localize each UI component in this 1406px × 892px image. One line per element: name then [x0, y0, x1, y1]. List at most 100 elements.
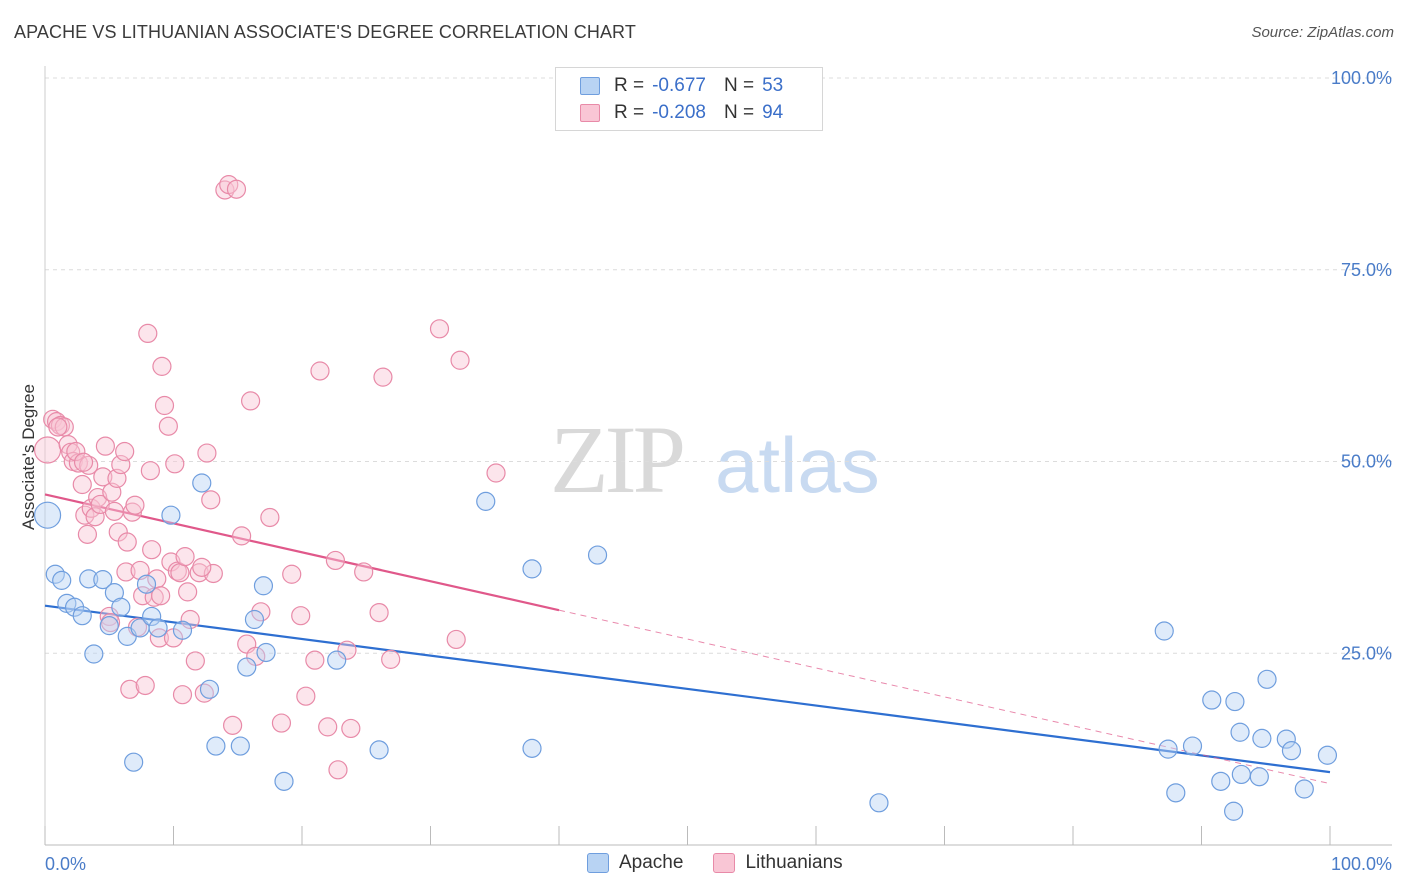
lithuanians-point [154, 395, 175, 416]
apache-point [111, 597, 131, 617]
legend-n-label: N = [723, 75, 755, 96]
lithuanians-point [165, 454, 185, 474]
apache-point [327, 650, 347, 670]
apache-point [52, 570, 72, 590]
lithuanians-point [66, 441, 86, 462]
apache-point [161, 505, 181, 525]
lithuanians-point [189, 563, 209, 583]
apache-point [99, 616, 119, 636]
lithuanians-point [192, 557, 212, 577]
apache-point [1317, 745, 1338, 765]
apache-point [192, 473, 212, 493]
lithuanians-point [251, 602, 271, 622]
watermark-atlas: atlas [715, 421, 880, 509]
apache-point [587, 545, 608, 565]
lithuanians-point [271, 713, 292, 733]
tick-labels: 25.0% 50.0% 75.0% 100.0% 0.0% 100.0% [45, 68, 1392, 874]
lithuanians-point [282, 564, 302, 584]
apache-point [1257, 669, 1277, 689]
lithuanians-point [450, 350, 470, 370]
lithuanians-point [175, 547, 195, 567]
lithuanians-point [95, 436, 115, 456]
lithuanians-point [117, 532, 137, 552]
apache-point [256, 642, 276, 663]
lithuanians-point [486, 463, 506, 483]
lithuanians-point [223, 715, 243, 735]
lithuanians-point [116, 562, 136, 582]
axes [44, 66, 1392, 846]
lithuanians-point [77, 524, 98, 544]
y-tick-label: 25.0% [1341, 643, 1392, 663]
grid-lines [45, 77, 1392, 654]
lithuanians-point [429, 319, 450, 339]
lithuanians-point [305, 650, 325, 670]
y-tick-label: 50.0% [1341, 452, 1392, 472]
lithuanians-point [33, 436, 62, 464]
apache-point [1182, 736, 1203, 756]
lithuanians-point [318, 717, 338, 737]
lithuanians-point [260, 507, 280, 528]
series-label-apache: Apache [619, 852, 684, 873]
lithuanians-point [354, 562, 374, 582]
lithuanians-point [151, 586, 171, 606]
lithuanians-point [369, 602, 389, 623]
apache-point [1224, 801, 1244, 821]
lithuanians-point [142, 540, 162, 560]
legend-row-apache: R = -0.677 N = 53 [580, 74, 783, 98]
apache-point [142, 606, 162, 627]
data-points [33, 175, 1338, 821]
apache-point [148, 618, 168, 638]
y-tick-label: 75.0% [1341, 260, 1392, 280]
apache-point [1154, 621, 1174, 641]
lithuanians-point [185, 651, 205, 671]
apache-point [79, 569, 99, 589]
apache-point [274, 771, 294, 791]
lithuanians-point [149, 628, 169, 648]
apache-point [476, 491, 496, 511]
lithuanians-point [296, 686, 316, 706]
watermark-zip: ZIP [550, 406, 683, 513]
lithuanians-point [373, 367, 393, 387]
lithuanians-point [381, 649, 401, 669]
lithuanians-point [172, 685, 193, 705]
lithuanians-point [328, 760, 348, 780]
apache-point [1225, 691, 1245, 712]
legend-row-lithuanians: R = -0.208 N = 94 [580, 101, 783, 125]
chart-title: APACHE VS LITHUANIAN ASSOCIATE'S DEGREE … [14, 22, 636, 42]
lithuanians-point [152, 356, 172, 376]
lithuanians-point [178, 582, 198, 602]
lithuanians-point [201, 490, 221, 510]
apache-point [1211, 771, 1231, 791]
apache-point [1252, 728, 1272, 748]
lithuanians-point [135, 675, 155, 696]
apache-point [199, 679, 220, 699]
lithuanians-point [446, 629, 466, 650]
lithuanians-point [170, 563, 190, 583]
legend-r-label: R = [614, 102, 645, 123]
trend-line-apache [44, 604, 1331, 774]
legend-r-label: R = [614, 75, 645, 96]
lithuanians-point [79, 455, 99, 475]
legend-r-value: -0.677 [652, 75, 706, 96]
series-legend-lithuanians[interactable]: Lithuanians [713, 852, 843, 874]
lithuanians-point [138, 323, 158, 344]
apache-point [244, 609, 265, 630]
apache-point [1276, 729, 1296, 749]
legend-n-value: 53 [762, 75, 784, 96]
lithuanians-point [325, 550, 346, 571]
legend-n-label: N = [723, 102, 755, 123]
legend-swatch-lithuanians [580, 104, 600, 122]
lithuanians-point [310, 361, 330, 381]
lithuanians-point [140, 461, 160, 481]
lithuanians-point [180, 609, 200, 630]
apache-point [172, 620, 193, 640]
apache-point [1231, 764, 1251, 785]
series-legend: Apache Lithuanians [587, 852, 873, 874]
legend-r-value: -0.208 [652, 102, 706, 123]
series-legend-apache[interactable]: Apache [587, 852, 683, 874]
lithuanians-point [341, 718, 361, 739]
lithuanians-point [197, 443, 217, 463]
lithuanians-point [158, 416, 178, 436]
apache-point [1158, 739, 1178, 759]
y-tick-label: 100.0% [1331, 68, 1392, 88]
